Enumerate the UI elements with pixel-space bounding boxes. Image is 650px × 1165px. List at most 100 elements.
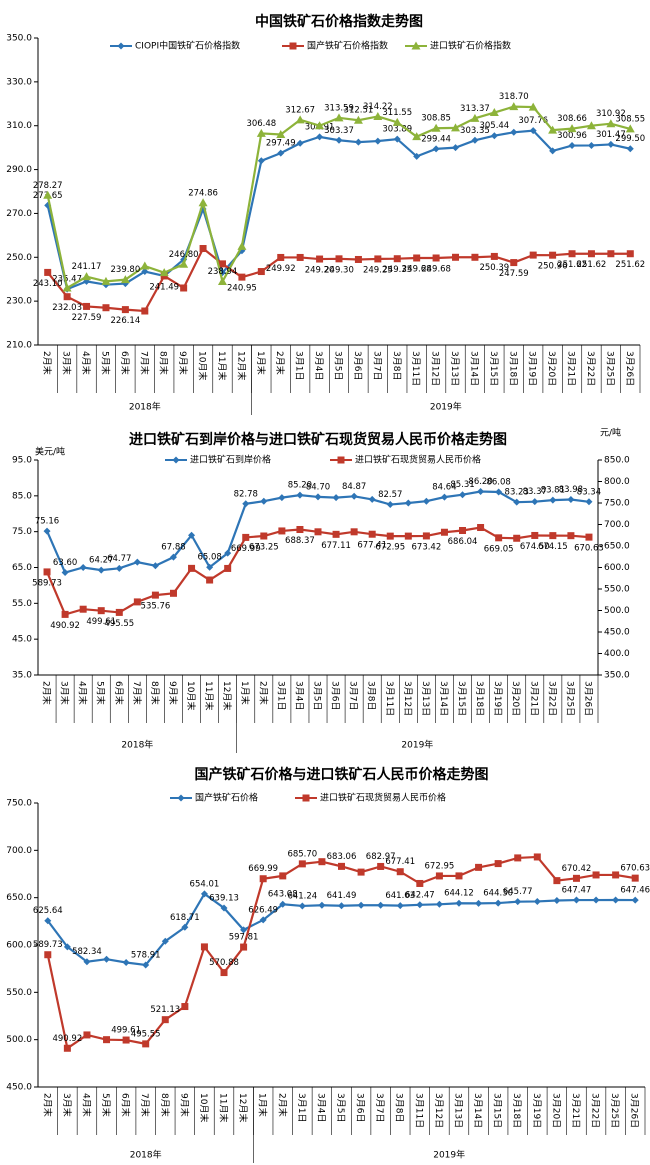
data-label: 669.05	[484, 544, 514, 554]
x-tick-label: 3月20日	[550, 1093, 561, 1128]
data-label: 84.64	[432, 483, 456, 493]
data-label: 499.61	[111, 1026, 141, 1036]
data-label: 249.68	[402, 264, 432, 274]
data-label: 247.59	[499, 269, 529, 279]
data-label: 642.47	[405, 890, 435, 900]
point	[431, 123, 441, 132]
data-label: 644.12	[444, 889, 474, 899]
group-label: 2019年	[433, 1149, 465, 1161]
data-label: 63.60	[53, 558, 77, 568]
point	[61, 569, 69, 577]
point	[334, 113, 344, 122]
point	[435, 872, 443, 880]
point	[392, 117, 402, 126]
point	[159, 268, 169, 277]
point	[314, 528, 322, 536]
point	[377, 901, 385, 909]
data-label: 307.76	[518, 116, 548, 126]
point	[404, 532, 412, 540]
point	[354, 138, 362, 146]
data-label: 303.35	[460, 126, 490, 136]
data-label: 669.99	[248, 864, 278, 874]
data-label: 674.15	[538, 542, 568, 552]
point	[396, 868, 404, 876]
data-label: 499.61	[86, 617, 116, 627]
point	[572, 896, 580, 904]
point	[120, 275, 130, 284]
x-tick-label: 3月13日	[449, 351, 460, 386]
point	[133, 598, 141, 606]
legend-marker	[172, 456, 180, 464]
x-tick-label: 3月7日	[348, 681, 359, 710]
point	[256, 128, 266, 137]
x-tick-label: 3月5日	[312, 681, 323, 710]
y-tick-label: 500.0	[6, 1035, 32, 1045]
data-label: 64.77	[107, 554, 131, 564]
point	[471, 253, 479, 261]
point	[115, 608, 123, 616]
data-label: 688.37	[285, 536, 315, 546]
point	[338, 862, 345, 870]
legend-marker	[337, 456, 345, 464]
x-tick-label: 3月末	[61, 1093, 73, 1117]
point	[276, 129, 286, 138]
point	[413, 152, 421, 160]
x-tick-label: 3月18日	[507, 351, 518, 386]
x-tick-label: 12月末	[235, 351, 247, 380]
y-tick-label: 55.0	[12, 599, 32, 609]
data-label: 86.20	[468, 477, 492, 487]
x-tick-label: 3月8日	[391, 351, 402, 380]
point	[477, 488, 485, 496]
data-label: 241.49	[149, 282, 179, 292]
x-tick-label: 3月1日	[296, 1093, 307, 1122]
point	[607, 250, 615, 258]
point	[97, 607, 105, 615]
point	[350, 528, 358, 536]
point	[531, 498, 539, 506]
legend-label: 进口铁矿石现货贸易人民币价格	[355, 454, 481, 466]
legend-label: 进口铁矿石到岸价格	[190, 454, 271, 466]
data-label: 249.92	[266, 264, 296, 274]
y-tick-label: 85.0	[12, 491, 32, 501]
point	[455, 899, 463, 907]
x-tick-label: 3月19日	[527, 351, 538, 386]
point	[412, 132, 422, 141]
data-label: 490.92	[52, 1034, 82, 1044]
point	[513, 498, 521, 506]
x-tick-label: 2月末	[41, 681, 53, 705]
point	[314, 493, 322, 501]
data-label: 669.99	[231, 544, 261, 554]
x-tick-label: 3月21日	[570, 1093, 581, 1128]
point	[490, 132, 498, 140]
data-label: 274.86	[188, 188, 218, 198]
y-tick-label: 35.0	[12, 671, 32, 681]
point	[103, 955, 111, 963]
point	[122, 959, 130, 967]
legend-marker	[117, 42, 125, 50]
point	[568, 250, 576, 258]
point	[568, 142, 576, 150]
x-tick-label: 3月20日	[510, 681, 521, 716]
point	[440, 493, 448, 501]
point	[103, 1036, 111, 1044]
point	[416, 901, 424, 909]
data-label: 249.30	[324, 265, 354, 275]
data-label: 570.88	[209, 958, 239, 968]
data-label: 683.06	[327, 852, 357, 862]
data-label: 238.94	[208, 267, 238, 277]
point	[416, 879, 424, 887]
point	[179, 259, 189, 268]
point	[553, 897, 561, 905]
data-label: 673.25	[249, 543, 279, 553]
x-tick-label: 3月25日	[609, 1093, 620, 1128]
data-label: 83.98	[559, 485, 583, 495]
x-tick-label: 3月4日	[313, 351, 324, 380]
y-tick-label: 270.0	[6, 209, 32, 219]
point	[318, 858, 326, 866]
data-label: 226.14	[111, 316, 141, 326]
data-label: 625.64	[33, 906, 63, 916]
x-tick-label: 3月11日	[384, 681, 395, 716]
point	[316, 255, 324, 263]
data-label: 249.68	[421, 264, 451, 274]
